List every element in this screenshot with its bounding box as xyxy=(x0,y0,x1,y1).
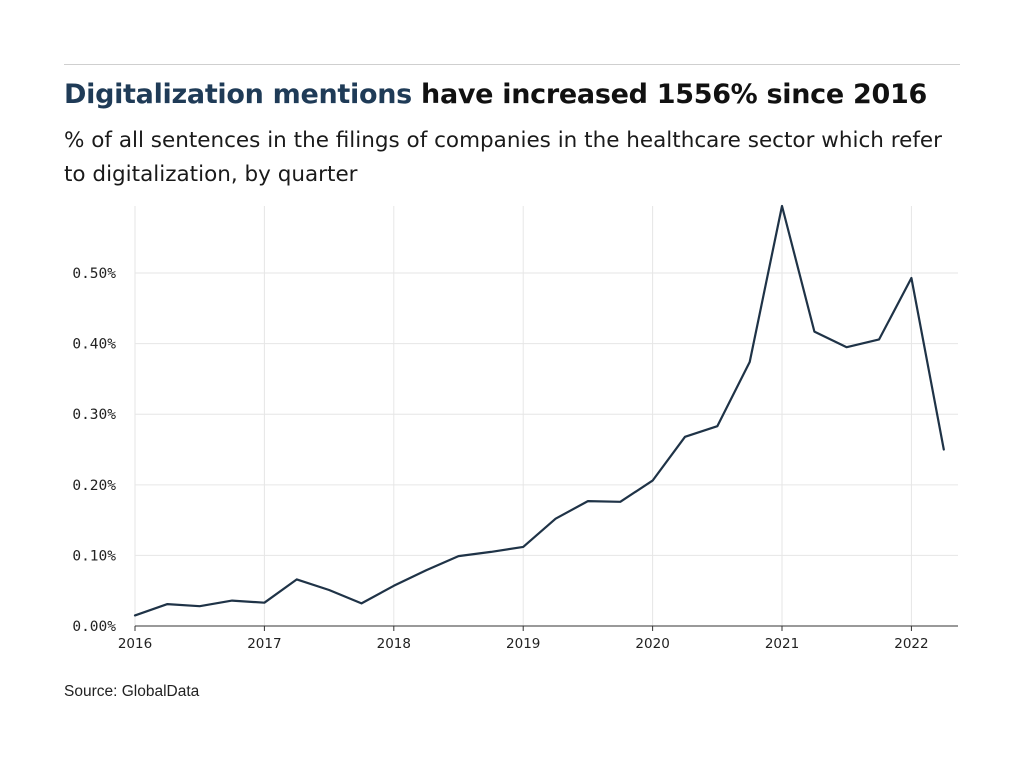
x-tick-label: 2018 xyxy=(377,636,411,652)
y-tick-label: 0.00% xyxy=(72,619,116,635)
chart-subtitle: % of all sentences in the filings of com… xyxy=(64,128,942,187)
chart-title: Digitalization mentions have increased 1… xyxy=(64,79,964,110)
source-note: Source: GlobalData xyxy=(64,683,200,700)
axes xyxy=(134,625,958,631)
title-rest: have increased 1556% since 2016 xyxy=(411,79,927,110)
x-tick-label: 2019 xyxy=(506,636,540,652)
x-tick-label: 2020 xyxy=(635,636,669,652)
series-line xyxy=(133,204,945,617)
x-tick-label: 2016 xyxy=(118,636,152,652)
y-tick-label: 0.30% xyxy=(72,407,116,423)
x-tick-label: 2021 xyxy=(765,636,799,652)
series-lines xyxy=(133,204,945,617)
gridlines xyxy=(134,206,958,626)
y-tick-label: 0.50% xyxy=(72,266,116,282)
x-tick-label: 2017 xyxy=(247,636,281,652)
y-tick-label: 0.40% xyxy=(72,337,116,353)
tick-labels: 2016 2017 2018 2019 2020 2021 2022 0.00% 0.10% 0.… xyxy=(72,266,928,652)
top-divider xyxy=(64,64,960,65)
title-highlight: Digitalization mentions xyxy=(64,79,412,110)
y-tick-label: 0.20% xyxy=(72,478,116,494)
y-tick-label: 0.10% xyxy=(72,548,116,564)
x-tick-label: 2022 xyxy=(894,636,928,652)
